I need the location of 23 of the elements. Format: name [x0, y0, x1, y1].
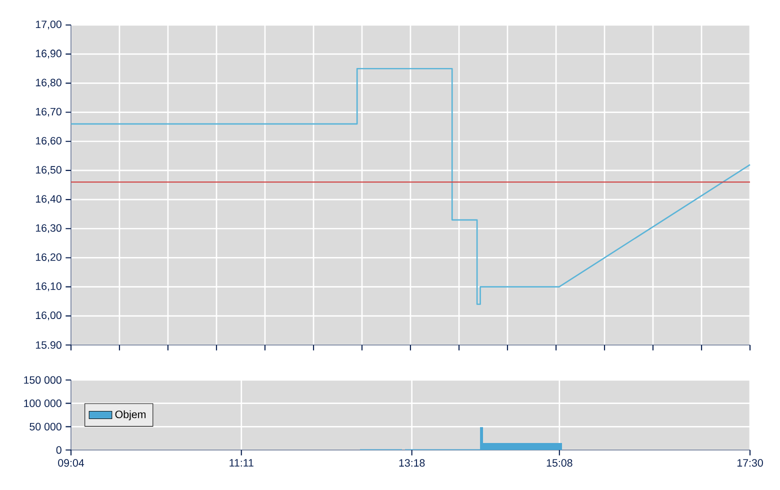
y-tick-label: 0 [56, 446, 62, 454]
y-tick-label: 16,20 [36, 253, 62, 262]
y-tick-label: 100 000 [24, 400, 62, 408]
y-tick-label: 16,90 [36, 50, 62, 58]
y-tick-label: 16,50 [36, 166, 62, 175]
y-tick-label: 150 000 [24, 376, 62, 384]
x-tick-label: 11:11 [230, 459, 254, 466]
x-tick-label: 13:18 [399, 459, 425, 467]
y-tick-label: 16,40 [36, 195, 62, 204]
y-tick-label: 16,70 [36, 108, 62, 117]
y-tick-label: 16,80 [36, 78, 62, 88]
y-tick-label: 15.90 [36, 341, 62, 349]
y-tick-label: 16,30 [36, 224, 62, 234]
y-tick-label: 50 000 [30, 422, 62, 430]
y-tick-label: 16,10 [36, 282, 62, 292]
y-tick-label: 16,60 [36, 136, 62, 146]
x-tick-label: 15:08 [546, 459, 572, 467]
y-tick-label: 17,00 [36, 20, 62, 30]
line-series [70, 68, 751, 305]
x-tick-label: 17:30 [737, 459, 763, 467]
x-tick-label: 09:04 [58, 459, 84, 467]
legend-label: Objem [115, 410, 146, 420]
y-tick-label: 16,00 [36, 312, 62, 320]
